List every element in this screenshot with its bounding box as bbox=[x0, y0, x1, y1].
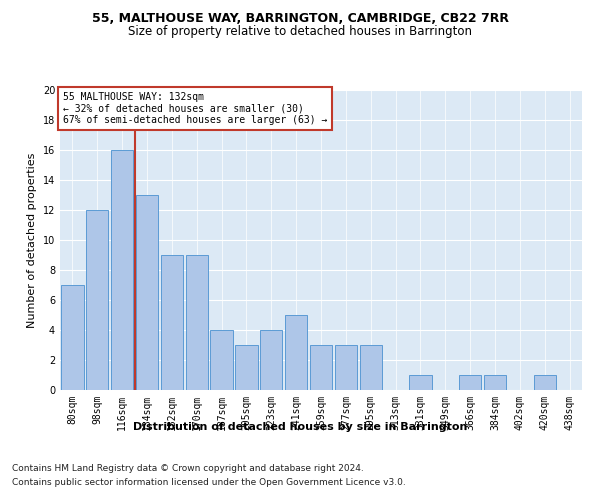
Bar bbox=[335, 345, 357, 390]
Bar bbox=[61, 285, 83, 390]
Text: Contains public sector information licensed under the Open Government Licence v3: Contains public sector information licen… bbox=[12, 478, 406, 487]
Text: Distribution of detached houses by size in Barrington: Distribution of detached houses by size … bbox=[133, 422, 467, 432]
Text: Contains HM Land Registry data © Crown copyright and database right 2024.: Contains HM Land Registry data © Crown c… bbox=[12, 464, 364, 473]
Bar bbox=[86, 210, 109, 390]
Bar bbox=[285, 315, 307, 390]
Bar bbox=[235, 345, 257, 390]
Text: 55 MALTHOUSE WAY: 132sqm
← 32% of detached houses are smaller (30)
67% of semi-d: 55 MALTHOUSE WAY: 132sqm ← 32% of detach… bbox=[62, 92, 327, 124]
Bar bbox=[136, 195, 158, 390]
Bar bbox=[310, 345, 332, 390]
Text: Size of property relative to detached houses in Barrington: Size of property relative to detached ho… bbox=[128, 25, 472, 38]
Text: 55, MALTHOUSE WAY, BARRINGTON, CAMBRIDGE, CB22 7RR: 55, MALTHOUSE WAY, BARRINGTON, CAMBRIDGE… bbox=[91, 12, 509, 26]
Bar bbox=[260, 330, 283, 390]
Bar bbox=[111, 150, 133, 390]
Y-axis label: Number of detached properties: Number of detached properties bbox=[27, 152, 37, 328]
Bar bbox=[185, 255, 208, 390]
Bar bbox=[161, 255, 183, 390]
Bar bbox=[484, 375, 506, 390]
Bar bbox=[359, 345, 382, 390]
Bar bbox=[533, 375, 556, 390]
Bar bbox=[459, 375, 481, 390]
Bar bbox=[409, 375, 431, 390]
Bar bbox=[211, 330, 233, 390]
